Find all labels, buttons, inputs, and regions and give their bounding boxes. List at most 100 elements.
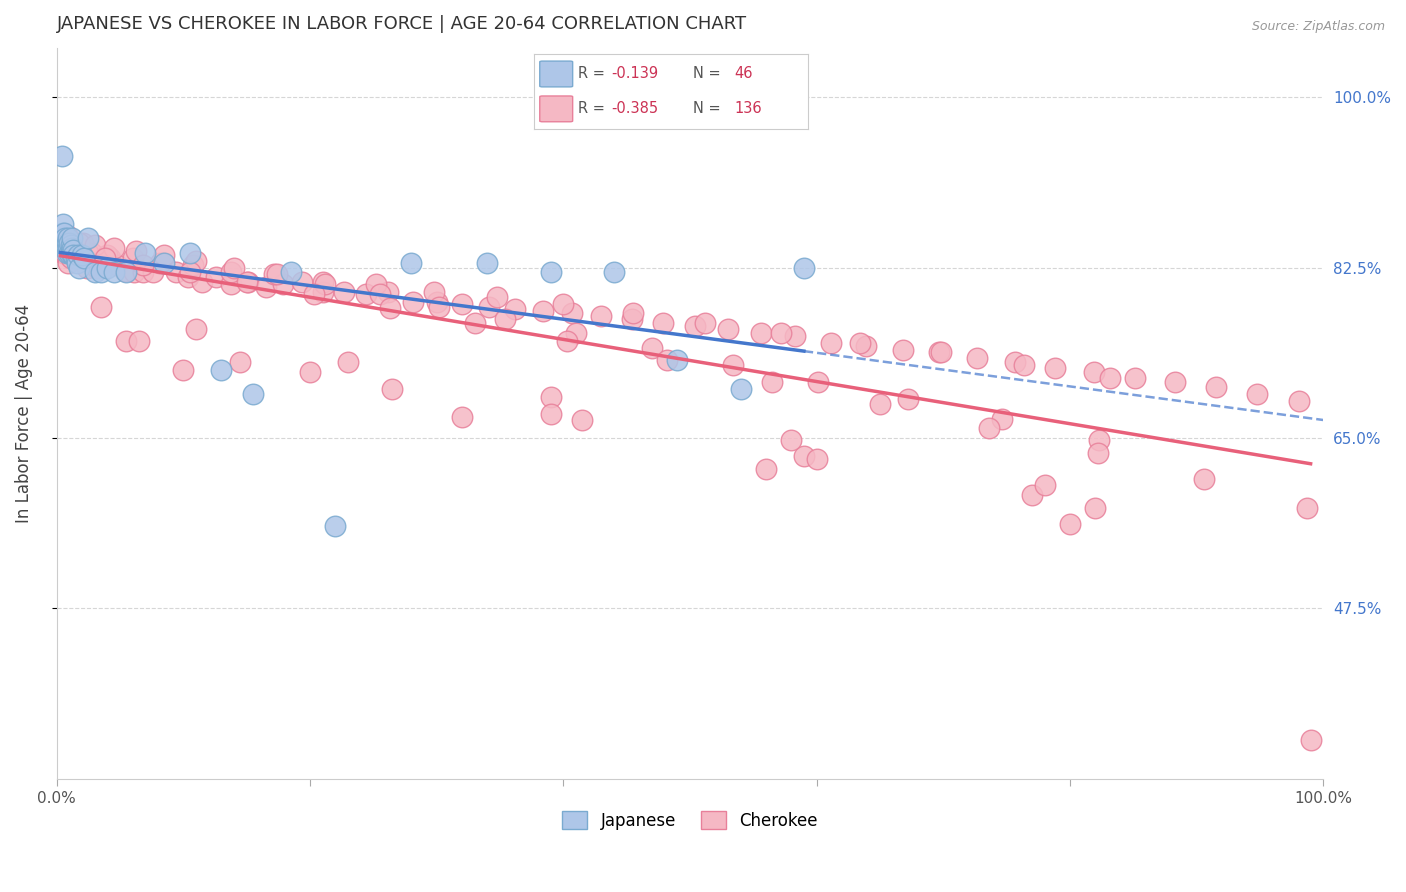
Point bbox=[76, 260, 98, 275]
Point bbox=[717, 322, 740, 336]
Point bbox=[540, 390, 562, 404]
Point bbox=[311, 275, 333, 289]
Point bbox=[291, 275, 314, 289]
Point bbox=[254, 280, 277, 294]
Point bbox=[80, 246, 103, 260]
Point bbox=[451, 409, 474, 424]
Point bbox=[221, 277, 243, 292]
Point bbox=[107, 258, 129, 272]
Legend: Japanese, Cherokee: Japanese, Cherokee bbox=[555, 805, 824, 837]
Point bbox=[77, 246, 100, 260]
Point bbox=[891, 343, 914, 358]
Point bbox=[336, 355, 359, 369]
Point bbox=[60, 241, 83, 255]
Point bbox=[115, 334, 138, 348]
Point bbox=[897, 392, 920, 406]
Point bbox=[179, 265, 201, 279]
Text: JAPANESE VS CHEROKEE IN LABOR FORCE | AGE 20-64 CORRELATION CHART: JAPANESE VS CHEROKEE IN LABOR FORCE | AG… bbox=[56, 15, 747, 33]
Point bbox=[55, 246, 77, 260]
Point bbox=[655, 353, 678, 368]
Point bbox=[66, 256, 89, 270]
Point bbox=[125, 244, 148, 258]
Point bbox=[783, 328, 806, 343]
Point bbox=[314, 277, 336, 292]
Point bbox=[1087, 445, 1109, 459]
Point bbox=[323, 518, 346, 533]
Point bbox=[222, 260, 245, 275]
Point bbox=[93, 251, 115, 265]
Point bbox=[65, 246, 87, 260]
Point bbox=[83, 265, 105, 279]
Point bbox=[1099, 370, 1122, 384]
Point bbox=[553, 296, 575, 310]
Point bbox=[1295, 501, 1317, 516]
Point bbox=[65, 251, 87, 265]
Point bbox=[183, 258, 205, 272]
Point bbox=[531, 304, 554, 318]
Point bbox=[977, 421, 1000, 435]
Point bbox=[333, 285, 356, 299]
Point bbox=[848, 335, 870, 350]
Point bbox=[368, 286, 391, 301]
Point bbox=[591, 310, 613, 324]
Point bbox=[966, 351, 988, 366]
Point bbox=[266, 268, 288, 282]
Point bbox=[49, 231, 72, 245]
Point bbox=[721, 358, 744, 372]
Point bbox=[62, 246, 84, 260]
Point bbox=[730, 382, 752, 396]
FancyBboxPatch shape bbox=[540, 96, 572, 122]
Point bbox=[423, 285, 446, 299]
Point bbox=[209, 363, 232, 377]
Text: 46: 46 bbox=[734, 67, 754, 81]
Point bbox=[132, 258, 155, 272]
Point bbox=[177, 270, 200, 285]
Point bbox=[761, 375, 783, 389]
Point bbox=[695, 316, 717, 330]
Point bbox=[555, 334, 578, 348]
Point bbox=[302, 286, 325, 301]
Point bbox=[486, 290, 509, 304]
Point bbox=[464, 316, 486, 330]
Point bbox=[121, 251, 143, 265]
Point bbox=[652, 316, 675, 330]
Point bbox=[364, 277, 387, 292]
Point bbox=[55, 241, 77, 255]
Point bbox=[59, 251, 82, 265]
Point bbox=[401, 294, 423, 309]
Point bbox=[1021, 487, 1043, 501]
Point bbox=[115, 265, 138, 279]
Point bbox=[96, 248, 118, 262]
Point bbox=[53, 227, 76, 241]
Point bbox=[77, 231, 100, 245]
Point bbox=[1084, 501, 1107, 516]
Point bbox=[1083, 365, 1105, 379]
Text: -0.385: -0.385 bbox=[612, 102, 658, 116]
Point bbox=[1059, 516, 1081, 531]
Point bbox=[770, 326, 793, 340]
Point bbox=[378, 301, 401, 315]
Point bbox=[62, 243, 84, 257]
Point bbox=[426, 294, 449, 309]
Point bbox=[191, 275, 214, 289]
Text: N =: N = bbox=[693, 102, 725, 116]
Point bbox=[86, 260, 108, 275]
Point bbox=[641, 342, 664, 356]
Point bbox=[1288, 394, 1310, 409]
Point bbox=[311, 285, 333, 299]
Point bbox=[60, 246, 83, 260]
Point bbox=[184, 253, 207, 268]
Point bbox=[62, 248, 84, 262]
Point bbox=[128, 334, 150, 348]
Point bbox=[683, 318, 706, 333]
FancyBboxPatch shape bbox=[540, 62, 572, 87]
Point bbox=[73, 251, 96, 265]
Point bbox=[67, 260, 90, 275]
Point bbox=[103, 241, 125, 255]
Point bbox=[49, 231, 72, 245]
Point bbox=[51, 148, 73, 162]
Point bbox=[793, 449, 815, 463]
Point bbox=[122, 265, 145, 279]
Point bbox=[221, 265, 243, 279]
Point bbox=[1164, 375, 1187, 389]
